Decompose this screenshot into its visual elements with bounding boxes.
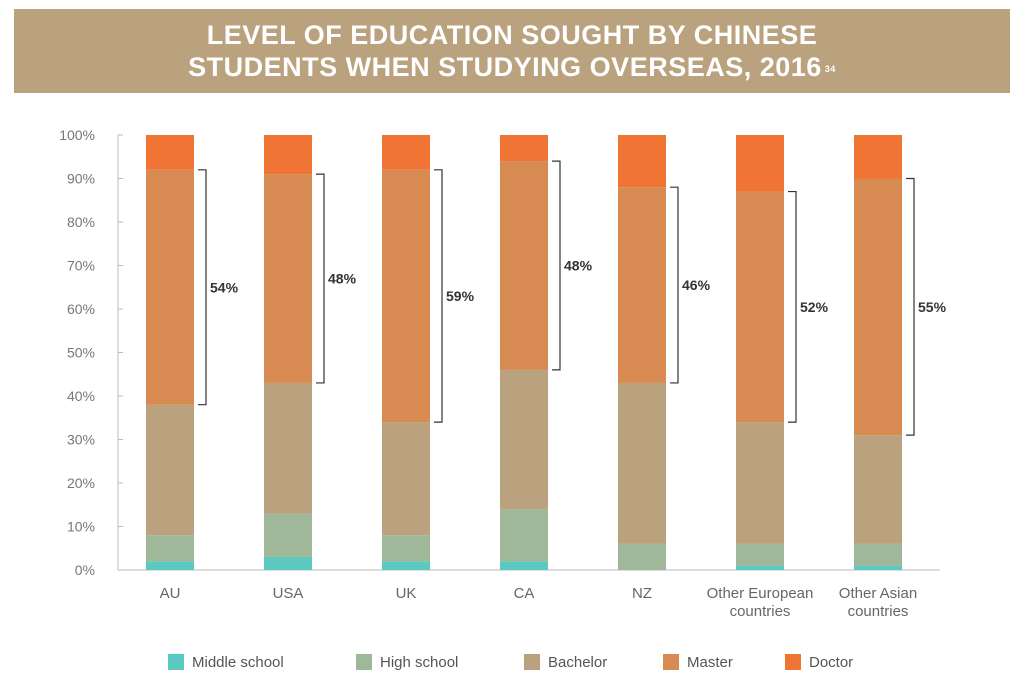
y-tick-label: 40% — [67, 388, 95, 404]
legend-item: Master — [663, 648, 733, 676]
master-share-bracket — [670, 186, 679, 384]
y-tick-label: 10% — [67, 519, 95, 535]
title-footnote-marker: 34 — [824, 64, 836, 74]
bar-segment-bachelor — [500, 369, 548, 510]
master-share-label: 52% — [800, 299, 829, 315]
master-share-label: 54% — [210, 279, 239, 295]
legend-swatch — [663, 654, 679, 670]
legend-swatch — [168, 654, 184, 670]
master-share-bracket — [198, 169, 207, 406]
master-share-label: 48% — [564, 258, 593, 274]
x-category-label: USA — [273, 585, 304, 602]
bar-segment-high-school — [500, 509, 548, 562]
x-category-label: Other European — [707, 585, 814, 602]
chart-legend: Middle school High school Bachelor Master Do… — [0, 648, 1024, 676]
legend-item: High school — [356, 648, 458, 676]
legend-item: Bachelor — [524, 648, 607, 676]
x-category-label: countries — [848, 603, 909, 620]
bar-segment-middle-school — [736, 565, 784, 570]
bar-segment-doctor — [146, 135, 194, 170]
y-tick-label: 60% — [67, 301, 95, 317]
bar-segment-doctor — [854, 135, 902, 179]
chart-title-line-2-text: STUDENTS WHEN STUDYING OVERSEAS, 2016 — [188, 52, 822, 82]
legend-label: Master — [687, 653, 733, 671]
bar-segment-master — [618, 187, 666, 383]
bar-segment-high-school — [854, 543, 902, 566]
bar-segment-high-school — [736, 543, 784, 566]
master-share-label: 55% — [918, 299, 947, 315]
master-share-bracket — [434, 169, 443, 423]
bar-segment-high-school — [382, 535, 430, 562]
legend-item: Middle school — [168, 648, 284, 676]
bar-segment-doctor — [382, 135, 430, 170]
y-tick-label: 0% — [75, 562, 95, 578]
legend-label: Doctor — [809, 653, 854, 671]
y-tick-label: 70% — [67, 258, 95, 274]
x-category-label: CA — [514, 585, 535, 602]
legend-item: Doctor — [785, 648, 853, 676]
bar-segment-middle-school — [854, 565, 902, 570]
master-share-bracket — [552, 160, 561, 371]
legend-label: Bachelor — [548, 653, 608, 671]
master-share-bracket — [906, 177, 915, 436]
bar-segment-doctor — [736, 135, 784, 192]
bar-segment-doctor — [264, 135, 312, 175]
legend-label: Middle school — [192, 653, 284, 671]
chart-title-line-2: STUDENTS WHEN STUDYING OVERSEAS, 2016 34 — [14, 51, 1010, 83]
master-share-label: 48% — [328, 271, 357, 287]
bar-segment-bachelor — [264, 382, 312, 514]
bar-segment-master — [854, 178, 902, 436]
bar-segment-middle-school — [264, 556, 312, 570]
y-tick-label: 100% — [59, 127, 95, 143]
legend-label: High school — [380, 653, 459, 671]
bar-segment-high-school — [146, 535, 194, 562]
bar-segment-master — [382, 169, 430, 423]
master-share-label: 59% — [446, 288, 475, 304]
bar-segment-middle-school — [382, 561, 430, 570]
y-tick-label: 50% — [67, 345, 95, 361]
x-category-label: AU — [160, 585, 181, 602]
bar-segment-high-school — [618, 543, 666, 570]
bar-segment-master — [500, 161, 548, 370]
x-category-label: Other Asian — [839, 585, 917, 602]
x-category-label: UK — [396, 585, 417, 602]
master-share-bracket — [788, 190, 797, 423]
legend-swatch — [356, 654, 372, 670]
bar-segment-high-school — [264, 513, 312, 557]
master-share-bracket — [316, 173, 325, 384]
bar-segment-bachelor — [736, 422, 784, 544]
master-share-label: 46% — [682, 277, 711, 293]
legend-swatch — [524, 654, 540, 670]
bar-segment-doctor — [500, 135, 548, 162]
x-category-label: NZ — [632, 585, 652, 602]
x-category-label: countries — [730, 603, 791, 620]
legend-swatch — [785, 654, 801, 670]
chart-title-line-1: LEVEL OF EDUCATION SOUGHT BY CHINESE — [206, 20, 818, 50]
bar-segment-bachelor — [382, 422, 430, 536]
y-tick-label: 80% — [67, 214, 95, 230]
y-tick-label: 30% — [67, 432, 95, 448]
bar-segment-middle-school — [146, 561, 194, 570]
bar-segment-bachelor — [146, 404, 194, 536]
bar-segment-master — [736, 191, 784, 423]
y-tick-label: 90% — [67, 171, 95, 187]
stacked-bar-chart: 0% 10% 20% 30% 40% 50% 60% 70% 80% 90% 100% 54% AU 48… — [59, 127, 947, 620]
bar-segment-bachelor — [618, 382, 666, 544]
bar-segment-master — [146, 169, 194, 405]
bar-segment-bachelor — [854, 435, 902, 544]
y-tick-label: 20% — [67, 475, 95, 491]
bar-segment-middle-school — [500, 561, 548, 570]
bar-segment-doctor — [618, 135, 666, 188]
chart-title-banner: LEVEL OF EDUCATION SOUGHT BY CHINESE STU… — [14, 9, 1010, 93]
bar-segment-master — [264, 174, 312, 383]
